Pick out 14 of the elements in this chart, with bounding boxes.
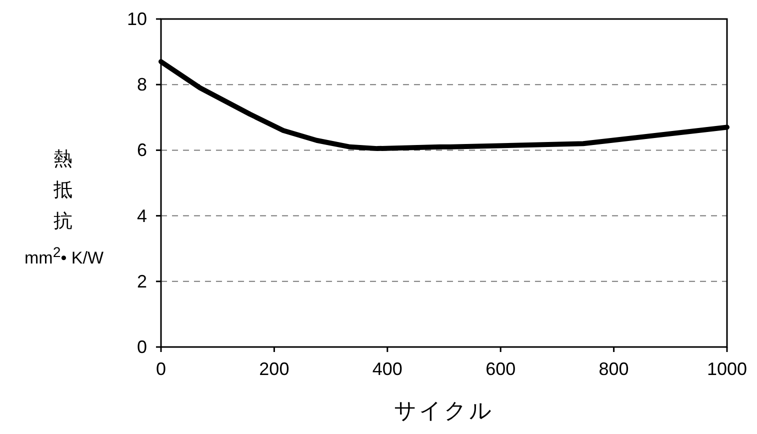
x-axis-title: サイクル — [393, 397, 495, 425]
x-tick-label: 600 — [486, 359, 516, 379]
y-tick-label: 0 — [136, 337, 147, 357]
y-axis-title: 熱抵抗 mm$^{2}$• K/W — [24, 148, 104, 269]
y-tick-label: 6 — [136, 140, 147, 160]
x-tick-label: 1000 — [706, 359, 748, 379]
y-tick-label: 10 — [126, 9, 147, 29]
x-tick-label: 800 — [598, 359, 629, 379]
x-tick-label: 400 — [372, 359, 402, 379]
y-tick-label: 4 — [136, 206, 147, 226]
y-tick-label: 2 — [136, 271, 147, 292]
y-tick-label: 8 — [136, 74, 147, 95]
x-tick-label: 0 — [156, 359, 166, 379]
x-tick-label: 200 — [259, 359, 290, 379]
